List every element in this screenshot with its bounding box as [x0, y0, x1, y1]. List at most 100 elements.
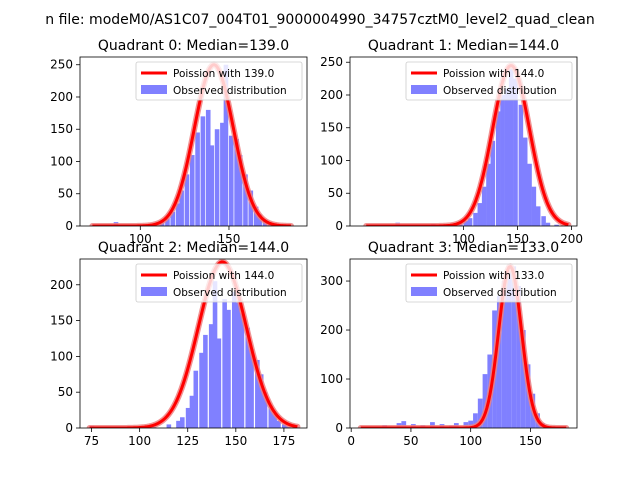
x-tick-label: 50 [403, 434, 418, 448]
legend-bar-swatch [411, 85, 437, 94]
histogram-bar [231, 291, 237, 428]
histogram-bar [193, 370, 199, 428]
x-tick-label: 200 [560, 232, 583, 246]
y-tick-label: 100 [50, 154, 73, 168]
quadrant-1-bars [366, 68, 569, 226]
histogram-bar [248, 190, 254, 226]
legend-label-fit: Poission with 133.0 [443, 270, 544, 282]
y-tick-label: 150 [50, 122, 73, 136]
histogram-bar [166, 424, 172, 428]
histogram-bar [496, 295, 502, 428]
histogram-bar [473, 413, 478, 428]
histogram-bar [245, 327, 251, 428]
histogram-bar [482, 374, 488, 428]
histogram-bar [520, 330, 526, 428]
histogram-bar [209, 145, 215, 226]
quadrant-3-panel: Quadrant 3: Median=133.0 0 50 100 150 0 100 200… [320, 240, 578, 448]
x-tick-label: 150 [224, 434, 247, 448]
histogram-bar [179, 190, 184, 226]
y-tick-label: 50 [58, 385, 73, 399]
y-tick-label: 100 [320, 372, 343, 386]
histogram-bar [500, 94, 505, 226]
y-tick-label: 200 [320, 323, 343, 337]
y-tick-label: 200 [50, 90, 73, 104]
x-tick-label: 100 [459, 434, 482, 448]
histogram-bar [189, 155, 195, 226]
histogram-bar [506, 271, 512, 428]
quadrant-1-legend: Poission with 144.0 Observed distribution [405, 61, 573, 101]
histogram-bar [180, 417, 185, 428]
histogram-bar [235, 302, 241, 428]
quadrant-0-panel: Quadrant 0: Median=139.0 100 150 0 50 100 150 2… [50, 38, 308, 246]
histogram-bar [535, 206, 541, 226]
x-tick-label: 125 [176, 434, 199, 448]
histogram-bar [184, 174, 190, 226]
histogram-bar [243, 174, 248, 226]
legend-label-fit: Poission with 144.0 [173, 270, 274, 282]
histogram-bar [199, 352, 204, 428]
quadrant-2-legend: Poission with 144.0 Observed distribution [135, 263, 303, 303]
x-tick-label: 150 [519, 434, 542, 448]
histogram-bar [226, 309, 231, 428]
legend-box [135, 61, 303, 101]
histogram-bar [511, 266, 517, 428]
histogram-bar [170, 211, 176, 226]
legend-label-observed: Observed distribution [443, 85, 557, 97]
y-tick-label: 0 [335, 421, 343, 435]
x-tick-label: 75 [84, 434, 99, 448]
quadrant-2-panel: Quadrant 2: Median=144.0 75 100 125 150 175 0 5… [50, 240, 308, 448]
histogram-bar [212, 281, 218, 428]
histogram-bar [189, 395, 195, 428]
histogram-bar [208, 324, 214, 428]
histogram-bar [185, 407, 191, 428]
histogram-bar [501, 281, 507, 428]
histogram-bar [504, 88, 510, 226]
histogram-bar [272, 413, 277, 428]
y-tick-label: 300 [320, 274, 343, 288]
x-tick-label: 150 [506, 232, 529, 246]
histogram-bar [468, 420, 474, 428]
histogram-bar [220, 122, 225, 226]
legend-label-observed: Observed distribution [173, 287, 287, 299]
histogram-bar [176, 420, 181, 428]
y-tick-label: 50 [58, 187, 73, 201]
legend-label-fit: Poission with 139.0 [173, 68, 274, 80]
histogram-bar [255, 359, 260, 428]
quadrant-2-bars [89, 281, 301, 428]
histogram-bar [205, 109, 211, 226]
figure-suptitle: n file: modeM0/AS1C07_004T01_9000004990_… [45, 12, 594, 28]
histogram-bar [175, 203, 181, 226]
panels-group: Quadrant 0: Median=139.0 100 150 0 50 100 150 2… [50, 38, 583, 448]
x-tick-label: 0 [347, 434, 355, 448]
y-tick-label: 200 [320, 88, 343, 102]
histogram-bar [463, 220, 469, 226]
histogram-bar [467, 218, 473, 226]
quadrant-2-title: Quadrant 2: Median=144.0 [98, 240, 289, 256]
y-tick-label: 0 [335, 219, 343, 233]
y-tick-label: 250 [50, 58, 73, 72]
histogram-bar [508, 68, 514, 226]
histogram-bar [257, 214, 262, 226]
histogram-bar [516, 285, 521, 428]
legend-box [405, 263, 573, 303]
legend-bar-swatch [411, 287, 437, 296]
y-tick-label: 200 [50, 278, 73, 292]
y-tick-label: 150 [320, 121, 343, 135]
histogram-bar [216, 338, 222, 428]
x-tick-label: 150 [218, 232, 241, 246]
histogram-bar [477, 398, 483, 428]
histogram-bar [239, 313, 245, 428]
histogram-bar [495, 111, 501, 226]
quadrant-2-axes-frame [79, 258, 308, 429]
legend-box [135, 263, 303, 303]
histogram-bar [276, 420, 281, 428]
y-tick-label: 150 [50, 314, 73, 328]
y-tick-label: 100 [320, 153, 343, 167]
y-tick-label: 100 [50, 349, 73, 363]
legend-bar-swatch [141, 85, 167, 94]
y-tick-label: 50 [328, 186, 343, 200]
histogram-bar [200, 116, 206, 226]
histogram-bar [518, 104, 524, 226]
histogram-bar [237, 155, 243, 226]
quadrant-1-panel: Quadrant 1: Median=144.0 100 150 200 0 50 100 1… [320, 38, 583, 246]
